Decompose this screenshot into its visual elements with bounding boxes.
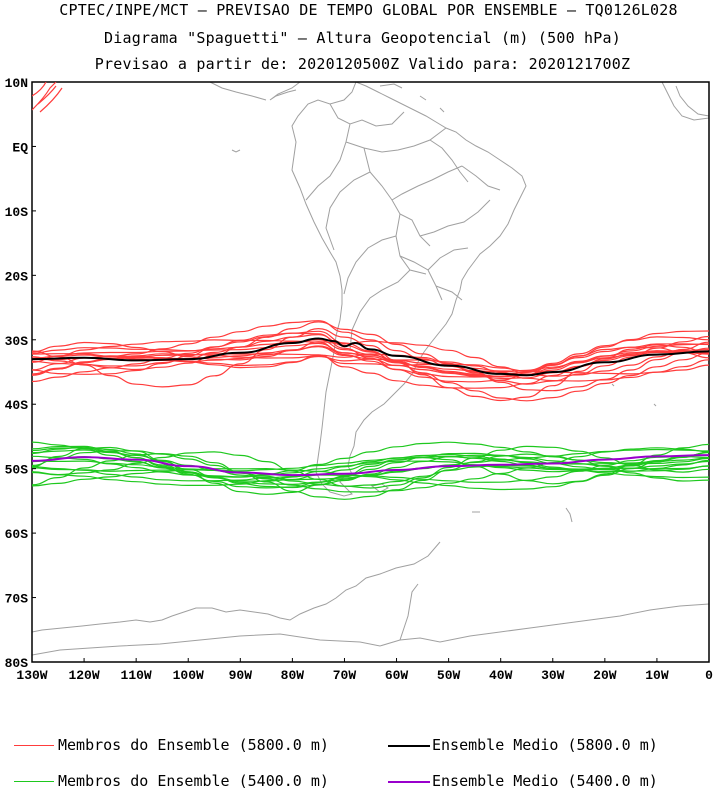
antarctica-coast [32,603,709,656]
ensemble-member-line [32,342,709,373]
ensemble-mean-line [32,454,709,477]
lon-label: 30W [541,668,565,683]
africa-coast [661,82,709,121]
lat-label: 10N [5,76,28,91]
lat-label: 70S [5,592,29,607]
legend-label: Membros do Ensemble (5800.0 m) [58,736,329,754]
ensemble-member-line [32,334,709,378]
lon-label: 40W [489,668,513,683]
lat-label: 50S [5,463,29,478]
ensemble-member-line [32,455,709,472]
legend-swatch-black [388,745,430,747]
lon-label: 100W [173,668,204,683]
title-line-1: CPTEC/INPE/MCT — PREVISAO DE TEMPO GLOBA… [59,1,678,19]
ensemble-member-line [32,452,709,500]
lon-label: 10W [645,668,669,683]
south-america-coast [291,82,527,497]
ensemble-member-line [32,346,709,380]
ensemble-member-line [32,320,709,375]
lon-label: 130W [16,668,47,683]
longitude-labels: 130W 120W 110W 100W 90W 80W 70W 60W 50W 40W 30W 20W… [16,668,713,683]
antarctic-peninsula-coast [32,541,441,633]
ensemble-member-line [32,446,709,489]
central-america-coast [209,82,301,101]
legend-label: Membros do Ensemble (5400.0 m) [58,772,329,790]
lat-label: 40S [5,398,29,413]
tristan-da-cunha-island [611,383,615,387]
lat-label: EQ [12,140,28,155]
ensemble-member-line [32,447,709,493]
lat-label: 60S [5,527,29,542]
ensemble-member-line [32,332,709,383]
ensemble-members [32,82,709,500]
legend-label: Ensemble Medio (5800.0 m) [432,736,658,754]
lon-label: 60W [385,668,409,683]
ensemble-member-line [32,451,709,478]
ensemble-member-line [32,453,709,487]
coastlines [32,82,709,656]
axis-ticks [31,81,710,663]
lon-label: 90W [229,668,253,683]
gough-island [653,403,657,407]
ensemble-member-line [32,459,709,487]
weddell-ice-shelf [399,583,419,641]
lon-label: 0 [705,668,713,683]
lon-label: 70W [333,668,357,683]
ensemble-mean-line [32,337,709,377]
lon-label: 120W [68,668,99,683]
ensemble-member-line [32,353,709,375]
lon-label: 20W [593,668,617,683]
country-borders [305,103,501,351]
ensemble-means [32,337,709,477]
ensemble-member-line [32,443,709,495]
south-sandwich-islands [565,507,573,523]
ensemble-member-line [32,455,709,483]
lat-label: 30S [5,334,29,349]
legend-label: Ensemble Medio (5400.0 m) [432,772,658,790]
ensemble-member-line [39,87,63,113]
ensemble-member-line [32,330,709,402]
lon-label: 50W [437,668,461,683]
ensemble-member-line [32,445,709,489]
ensemble-member-line [32,340,709,377]
ensemble-member-line [32,336,709,378]
lat-label: 80S [5,656,29,671]
legend-swatch-green [14,781,54,782]
ensemble-member-line [32,82,47,97]
map-frame [31,81,710,663]
legend-swatch-purple [388,781,430,783]
title-line-3: Previsao a partir de: 2020120500Z Valido… [94,55,631,73]
legend-swatch-red [14,745,54,746]
lat-label: 10S [5,205,29,220]
lat-label: 20S [5,269,29,284]
galapagos-islands [231,149,241,153]
ensemble-member-line [32,350,709,389]
ensemble-member-line [37,85,57,105]
spaghetti-map: 10N EQ 10S 20S 30S 40S 50S 60S 70S 80S 130W 120W 11… [5,76,714,683]
title-line-2: Diagrama "Spaguetti" — Altura Geopotenci… [104,29,621,47]
lon-label: 110W [121,668,152,683]
caribbean-islands [379,83,445,113]
latitude-labels: 10N EQ 10S 20S 30S 40S 50S 60S 70S 80S [5,76,29,671]
ensemble-member-line [32,451,709,491]
lon-label: 80W [281,668,305,683]
